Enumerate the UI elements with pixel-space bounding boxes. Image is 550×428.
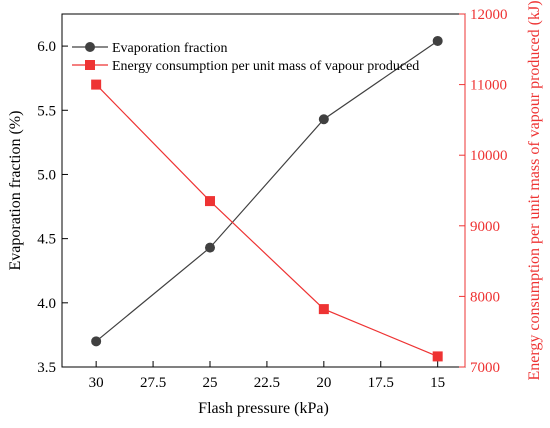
- series-0-point: [432, 35, 443, 46]
- x-tick-label: 22.5: [254, 375, 280, 391]
- x-axis-title: Flash pressure (kPa): [198, 400, 329, 417]
- y-left-tick-label: 3.5: [37, 360, 56, 376]
- series-0-point: [91, 336, 102, 347]
- y-left-tick-label: 6.0: [37, 39, 56, 55]
- x-tick-label: 15: [430, 375, 445, 391]
- y-right-tick-label: 9000: [470, 219, 500, 235]
- x-tick-label: 25: [202, 375, 217, 391]
- series-line-0: [95, 40, 439, 342]
- y-right-tick-label: 11000: [470, 78, 507, 94]
- series-1-point: [432, 351, 443, 362]
- y-right-tick-label: 10000: [470, 148, 508, 164]
- y-left-tick-label: 5.0: [37, 167, 56, 183]
- y-axis-right: 7000 8000 9000 10000 11000 12000: [459, 7, 508, 376]
- series-line-1: [95, 84, 438, 357]
- x-axis: 30 27.5 25 22.5 20 17.5 15: [89, 361, 445, 391]
- y-right-tick-label: 12000: [470, 7, 508, 23]
- x-tick-label: 17.5: [368, 375, 394, 391]
- series-layer: [91, 35, 443, 362]
- y-axis-left-title: Evaporation fraction (%): [7, 111, 24, 271]
- legend-label-1: Energy consumption per unit mass of vapo…: [112, 59, 419, 74]
- series-0-point: [318, 114, 329, 125]
- series-1-point: [204, 196, 215, 207]
- series-1-point: [91, 79, 102, 90]
- y-left-tick-label: 4.5: [37, 232, 56, 248]
- y-axis-left: 3.5 4.0 4.5 5.0 5.5 6.0: [37, 39, 68, 376]
- legend-marker-1: [85, 60, 95, 70]
- x-tick-label: 30: [89, 375, 104, 391]
- series-0-point: [204, 242, 215, 253]
- x-tick-label: 27.5: [140, 375, 166, 391]
- y-axis-right-title: Energy consumption per unit mass of vapo…: [526, 0, 543, 380]
- y-left-tick-label: 5.5: [37, 103, 56, 119]
- legend-marker-0: [85, 42, 95, 52]
- series-1-point: [318, 304, 329, 315]
- x-tick-label: 20: [316, 375, 331, 391]
- legend-label-0: Evaporation fraction: [112, 41, 227, 56]
- y-left-tick-label: 4.0: [37, 296, 56, 312]
- y-right-tick-label: 7000: [470, 360, 500, 376]
- y-right-tick-label: 8000: [470, 289, 500, 305]
- legend: Evaporation fraction Energy consumption p…: [72, 41, 419, 74]
